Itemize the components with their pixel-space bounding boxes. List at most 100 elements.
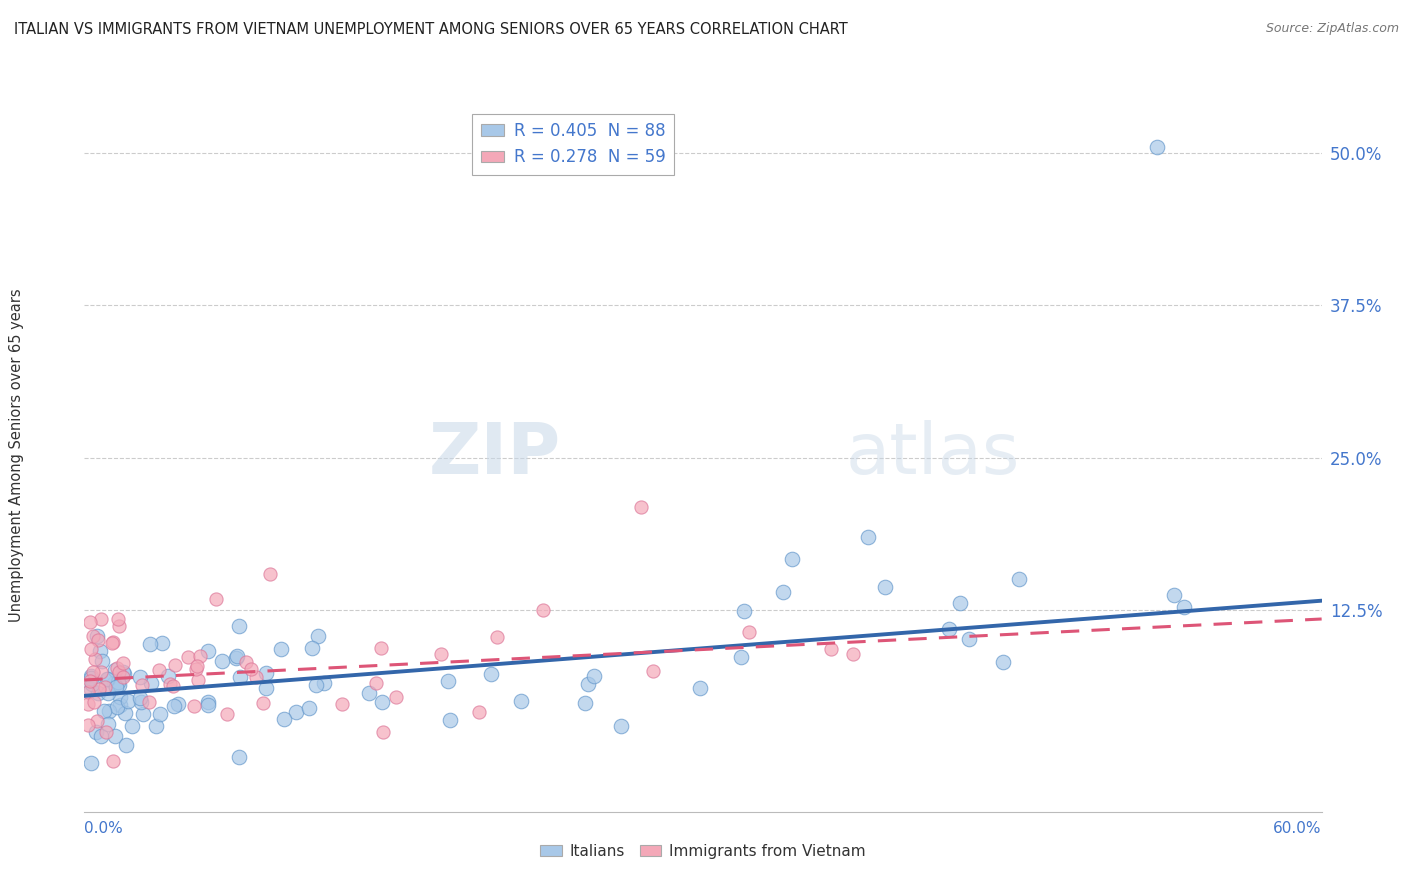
Point — [139, 637, 162, 651]
Text: ITALIAN VS IMMIGRANTS FROM VIETNAM UNEMPLOYMENT AMONG SENIORS OVER 65 YEARS CORR: ITALIAN VS IMMIGRANTS FROM VIETNAM UNEMP… — [14, 22, 848, 37]
Point — [128, 690, 150, 705]
Point — [80, 676, 103, 690]
Point — [314, 676, 336, 690]
Point — [104, 729, 127, 743]
Point — [820, 641, 842, 656]
Point — [79, 615, 101, 629]
Point — [105, 660, 128, 674]
Point — [733, 603, 755, 617]
Point — [176, 649, 198, 664]
Point — [357, 686, 380, 700]
Point — [152, 636, 174, 650]
Point — [307, 630, 329, 644]
Point — [90, 665, 112, 680]
Point — [79, 669, 101, 683]
Point — [225, 650, 247, 665]
Point — [370, 640, 392, 655]
Point — [531, 603, 554, 617]
Point — [105, 680, 128, 694]
Point — [108, 678, 131, 692]
Point — [157, 668, 180, 682]
Point — [215, 706, 238, 721]
Text: 0.0%: 0.0% — [84, 822, 124, 837]
Point — [90, 654, 112, 668]
Point — [82, 629, 104, 643]
Point — [841, 648, 863, 662]
Point — [86, 714, 108, 728]
Point — [79, 671, 101, 685]
Point — [235, 655, 257, 669]
Legend: Italians, Immigrants from Vietnam: Italians, Immigrants from Vietnam — [534, 838, 872, 864]
Point — [107, 618, 129, 632]
Point — [89, 644, 111, 658]
Point — [94, 724, 117, 739]
Point — [856, 530, 879, 544]
Point — [149, 706, 172, 721]
Point — [104, 664, 127, 678]
Point — [87, 686, 110, 700]
Point — [254, 665, 277, 680]
Point — [188, 648, 211, 663]
Point — [98, 704, 121, 718]
Point — [186, 658, 208, 673]
Point — [186, 662, 208, 676]
Point — [80, 642, 103, 657]
Point — [77, 697, 100, 711]
Point — [97, 686, 120, 700]
Point — [138, 695, 160, 709]
Point — [101, 754, 124, 768]
Point — [225, 648, 247, 663]
Point — [1146, 140, 1168, 154]
Point — [159, 677, 181, 691]
Point — [938, 622, 960, 636]
Point — [385, 690, 408, 704]
Point — [83, 695, 105, 709]
Point — [1163, 588, 1185, 602]
Point — [79, 756, 101, 770]
Point — [131, 695, 153, 709]
Point — [87, 681, 110, 696]
Point — [107, 674, 129, 689]
Point — [583, 669, 606, 683]
Point — [298, 701, 321, 715]
Point — [1173, 600, 1195, 615]
Point — [270, 642, 292, 657]
Text: ZIP: ZIP — [429, 420, 561, 490]
Point — [84, 725, 107, 739]
Point — [97, 717, 120, 731]
Point — [93, 704, 115, 718]
Point — [228, 619, 250, 633]
Point — [991, 655, 1014, 669]
Text: Source: ZipAtlas.com: Source: ZipAtlas.com — [1265, 22, 1399, 36]
Point — [108, 698, 131, 712]
Point — [93, 680, 115, 694]
Point — [114, 706, 136, 720]
Point — [197, 698, 219, 712]
Point — [574, 697, 596, 711]
Point — [107, 612, 129, 626]
Point — [949, 597, 972, 611]
Point — [252, 696, 274, 710]
Point — [305, 678, 328, 692]
Point — [148, 663, 170, 677]
Text: 60.0%: 60.0% — [1274, 822, 1322, 837]
Point — [96, 673, 118, 687]
Point — [689, 681, 711, 695]
Point — [90, 729, 112, 743]
Point — [131, 678, 153, 692]
Point — [162, 679, 184, 693]
Point — [77, 684, 100, 698]
Point — [79, 682, 101, 697]
Point — [145, 719, 167, 733]
Point — [103, 635, 125, 649]
Point — [128, 670, 150, 684]
Point — [111, 665, 134, 679]
Point — [112, 667, 135, 681]
Point — [132, 706, 155, 721]
Point — [228, 750, 250, 764]
Point — [111, 670, 134, 684]
Point — [468, 706, 491, 720]
Point — [108, 665, 131, 680]
Point — [239, 662, 262, 676]
Point — [780, 551, 803, 566]
